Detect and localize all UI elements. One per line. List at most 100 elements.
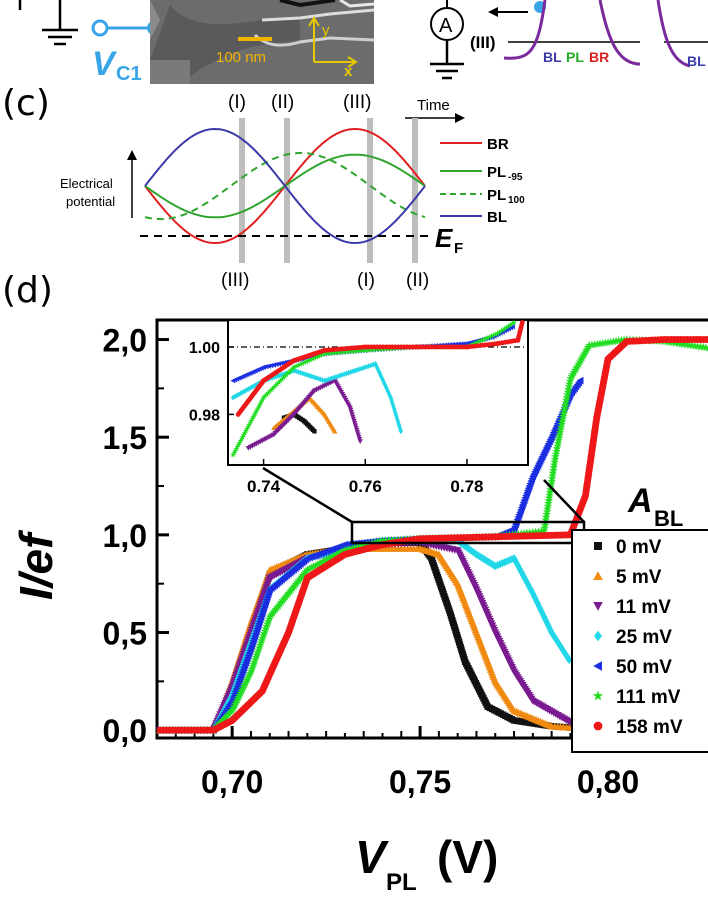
- axes-indicator: [308, 16, 358, 68]
- d-point: [540, 521, 550, 530]
- inset-ytick-label: 1.00: [189, 340, 220, 357]
- d-point: [585, 340, 594, 349]
- inset-point: [236, 391, 242, 398]
- ground-icon-left: [18, 0, 78, 46]
- inset-point: [348, 348, 355, 354]
- inset-point: [303, 358, 310, 365]
- d-point: [540, 523, 549, 532]
- inset-point: [329, 350, 336, 356]
- inset-point: [321, 350, 328, 357]
- inset-point: [268, 386, 275, 393]
- d-legend-marker: [594, 630, 602, 642]
- d-point: [557, 419, 566, 428]
- d-ylabel: I/ef: [10, 529, 62, 600]
- d-point: [556, 422, 566, 431]
- d-point: [528, 527, 537, 536]
- inset-point: [395, 417, 400, 423]
- c-time-markers: [239, 118, 418, 263]
- c-top-marker-2: (II): [271, 92, 294, 113]
- inset-point: [262, 393, 268, 399]
- d-point: [542, 510, 551, 519]
- d-point: [555, 430, 564, 439]
- d-point: [547, 479, 556, 488]
- inset-point: [276, 361, 282, 367]
- time-label: Time: [417, 97, 450, 114]
- d-ytick-label: 0,0: [103, 713, 147, 749]
- inset-point: [346, 369, 351, 376]
- d-xlabel-sub: PL: [386, 869, 417, 896]
- d-point: [384, 535, 393, 544]
- inset-point: [342, 371, 347, 378]
- c-ylabel-line2: potential: [66, 194, 115, 209]
- inset-point: [283, 371, 290, 378]
- inset-point: [242, 388, 247, 395]
- d-point: [548, 471, 557, 480]
- d-legend-label: 25 mV: [616, 627, 672, 648]
- d-point: [353, 542, 362, 551]
- d-point: [561, 401, 570, 410]
- inset-xtick-label: 0.74: [247, 477, 281, 496]
- d-point: [547, 474, 557, 483]
- d-point: [330, 551, 339, 560]
- inset-xtick-label: 0.78: [450, 477, 483, 496]
- d-point: [550, 457, 559, 466]
- inset-point: [324, 377, 329, 383]
- d-point: [373, 537, 382, 546]
- inset-point: [266, 363, 271, 369]
- d-point: [557, 417, 567, 426]
- c-ylabel-line1: Electrical: [60, 176, 113, 191]
- d-legend-label: 158 mV: [616, 717, 683, 738]
- inset-point: [291, 364, 297, 370]
- inset-point: [304, 372, 310, 378]
- d-point: [556, 425, 565, 434]
- d-point: [606, 337, 615, 346]
- d-point: [350, 543, 360, 552]
- d-legend-marker: [593, 571, 603, 580]
- inset-point: [486, 334, 493, 340]
- d-point: [601, 338, 610, 347]
- inset-point: [277, 377, 284, 384]
- inset-point: [234, 392, 240, 399]
- d-point: [348, 544, 357, 553]
- c-bottom-marker-3: (II): [406, 270, 429, 291]
- d-legend-label: 5 mV: [616, 567, 662, 588]
- d-point: [614, 336, 623, 345]
- d-point: [561, 398, 570, 407]
- inset-point: [346, 348, 352, 355]
- d-xtick-label: 0,80: [577, 764, 639, 800]
- c-legend-pl95-sub: -95: [508, 172, 523, 183]
- d-point: [541, 512, 551, 521]
- inset-point: [301, 359, 308, 366]
- d-point: [552, 446, 561, 455]
- d-point: [542, 507, 552, 516]
- inset-point: [398, 428, 404, 435]
- d-point: [360, 540, 370, 549]
- inset-point: [511, 319, 518, 325]
- inset-point: [351, 348, 358, 354]
- c-bottom-marker-1: (III): [221, 270, 250, 291]
- d-point: [558, 411, 568, 420]
- inset-point: [478, 337, 485, 344]
- d-point: [590, 340, 599, 349]
- region-III-label: (III): [470, 33, 496, 52]
- d-xtick-label: 0,70: [201, 764, 263, 800]
- d-point: [343, 545, 352, 554]
- inset-point: [332, 349, 339, 356]
- d-point: [565, 376, 575, 385]
- c-marker-bar-3: [367, 118, 373, 263]
- d-point: [311, 561, 320, 570]
- d-point: [305, 564, 314, 573]
- inset-point: [280, 374, 287, 381]
- d-legend-marker: [594, 542, 602, 550]
- d-point: [549, 460, 559, 469]
- inset-point: [295, 362, 302, 368]
- d-point: [551, 452, 560, 461]
- inset-point: [263, 391, 270, 397]
- inset-point: [484, 334, 491, 341]
- d-point: [546, 485, 555, 494]
- inset-point: [249, 384, 255, 390]
- panel-d-letter: (d): [2, 270, 53, 311]
- inset-series-158-mV: [235, 320, 525, 417]
- d-series: [155, 335, 708, 735]
- potential-profile-right: [656, 0, 691, 68]
